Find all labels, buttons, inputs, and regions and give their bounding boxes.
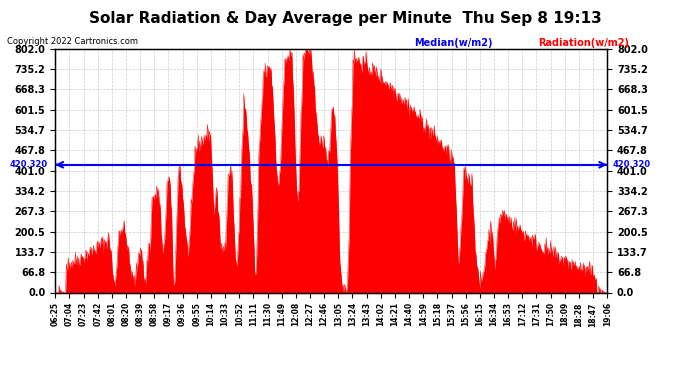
Text: Median(w/m2): Median(w/m2) (414, 38, 493, 48)
Text: Solar Radiation & Day Average per Minute  Thu Sep 8 19:13: Solar Radiation & Day Average per Minute… (88, 11, 602, 26)
Text: 420.320: 420.320 (613, 160, 651, 169)
Text: Radiation(w/m2): Radiation(w/m2) (538, 38, 629, 48)
Text: 420.320: 420.320 (10, 160, 48, 169)
Text: Copyright 2022 Cartronics.com: Copyright 2022 Cartronics.com (7, 38, 138, 46)
